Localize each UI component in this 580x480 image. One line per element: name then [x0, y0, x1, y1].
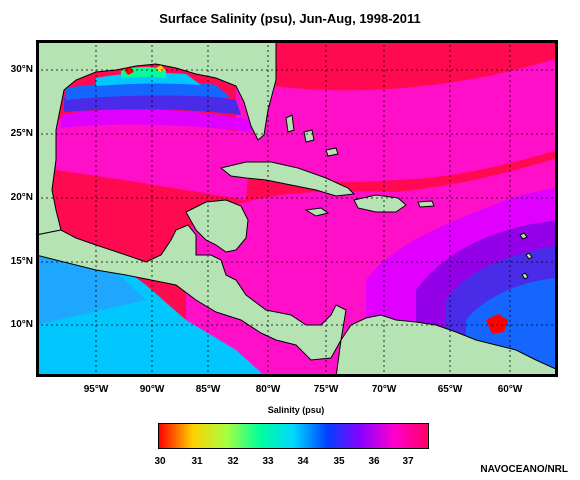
- land-lesser-antilles: [519, 232, 533, 280]
- lat-label-15n: 15°N: [10, 256, 33, 267]
- lon-label-85w: 85°W: [195, 384, 221, 395]
- map-grid: [36, 40, 558, 377]
- lon-label-60w: 60°W: [497, 384, 523, 395]
- land-north-america: [36, 40, 277, 236]
- land-bahamas-3: [325, 147, 339, 157]
- colorbar-title: Salinity (psu): [267, 405, 325, 415]
- river-mouth-fresh: [124, 66, 134, 75]
- orinoco-fresh-water: [486, 314, 508, 334]
- gulf-salinity-band: [56, 115, 251, 200]
- gulf-coastal-band-34: [66, 81, 231, 100]
- colorbar: [158, 423, 429, 449]
- lon-label-70w: 70°W: [371, 384, 397, 395]
- gulf-coastal-band-35: [64, 92, 241, 115]
- land-bahamas-1: [285, 114, 295, 133]
- colorbar-tick-32: 32: [227, 456, 239, 467]
- land-yucatan: [185, 199, 249, 253]
- colorbar-tick-35: 35: [333, 456, 345, 467]
- credit-label: NAVOCEANO/NRL: [480, 464, 568, 475]
- colorbar-tick-31: 31: [191, 456, 203, 467]
- pacific-near-shore: [36, 250, 146, 325]
- land-hispaniola: [353, 194, 407, 213]
- atlantic-salinity-tongue: [236, 58, 558, 182]
- lon-label-65w: 65°W: [437, 384, 463, 395]
- colorbar-tick-30: 30: [154, 456, 166, 467]
- land-south-america: [335, 314, 558, 377]
- gulf-coastal-band-36: [61, 108, 251, 132]
- land-puerto-rico: [417, 200, 435, 208]
- lon-label-75w: 75°W: [313, 384, 339, 395]
- lat-label-30n: 30°N: [10, 64, 33, 75]
- colorbar-tick-33: 33: [262, 456, 274, 467]
- map-canvas: [36, 40, 558, 377]
- colorbar-tick-37: 37: [402, 456, 414, 467]
- colorbar-tick-34: 34: [297, 456, 309, 467]
- land-cuba: [219, 161, 356, 197]
- map-frame: [36, 40, 558, 377]
- lat-label-10n: 10°N: [10, 319, 33, 330]
- lat-label-25n: 25°N: [10, 128, 33, 139]
- lon-label-80w: 80°W: [255, 384, 281, 395]
- land-jamaica: [304, 207, 330, 217]
- lat-label-20n: 20°N: [10, 192, 33, 203]
- lon-label-90w: 90°W: [139, 384, 165, 395]
- salinity-map: [36, 40, 558, 377]
- map-title: Surface Salinity (psu), Jun-Aug, 1998-20…: [159, 11, 421, 26]
- colorbar-tick-36: 36: [368, 456, 380, 467]
- lon-label-95w: 95°W: [83, 384, 109, 395]
- land-bahamas-2: [303, 129, 315, 143]
